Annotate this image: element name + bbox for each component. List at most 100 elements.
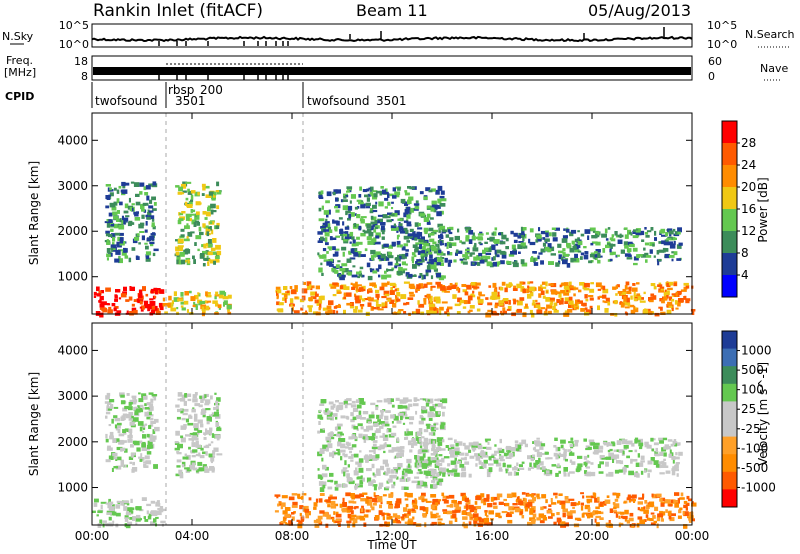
echo-cell — [491, 232, 495, 236]
echo-cell — [112, 236, 116, 242]
echo-cell — [369, 208, 374, 213]
echo-cell — [616, 511, 622, 515]
echo-cell — [332, 413, 338, 417]
echo-cell — [522, 288, 527, 293]
echo-cell — [380, 222, 386, 226]
echo-cell — [399, 446, 405, 449]
echo-cell — [609, 251, 614, 256]
echo-cell — [503, 452, 509, 456]
echo-cell — [586, 471, 591, 477]
echo-cell — [206, 255, 209, 258]
echo-cell — [421, 250, 426, 254]
echo-cell — [387, 269, 394, 272]
echo-cell — [346, 398, 352, 402]
echo-cell — [325, 523, 329, 528]
echo-cell — [673, 237, 677, 240]
colorbar-swatch — [722, 383, 737, 402]
echo-cell — [337, 404, 344, 410]
echo-cell — [184, 201, 188, 206]
echo-cell — [319, 450, 325, 454]
echo-cell — [284, 513, 291, 518]
echo-cell — [542, 506, 547, 509]
echo-cell — [93, 295, 97, 298]
echo-cell — [118, 433, 125, 437]
echo-cell — [153, 518, 157, 523]
echo-cell — [395, 468, 398, 473]
echo-cell — [180, 292, 184, 297]
echo-cell — [337, 441, 342, 447]
echo-cell — [571, 240, 575, 245]
echo-cell — [634, 437, 639, 442]
echo-cell — [430, 259, 434, 265]
echo-cell — [148, 183, 152, 187]
echo-cell — [108, 212, 113, 217]
echo-cell — [607, 443, 613, 447]
echo-cell — [478, 521, 485, 525]
echo-cell — [319, 448, 325, 451]
echo-cell — [386, 429, 389, 433]
echo-cell — [216, 407, 219, 412]
echo-cell — [117, 429, 121, 434]
echo-cell — [482, 520, 489, 526]
echo-cell — [205, 444, 210, 449]
echo-cell — [451, 284, 457, 289]
echo-cell — [149, 298, 154, 301]
echo-cell — [93, 291, 97, 296]
echo-cell — [435, 308, 439, 311]
echo-cell — [660, 306, 663, 311]
echo-cell — [380, 500, 383, 505]
echo-cell — [213, 407, 216, 411]
echo-cell — [459, 240, 462, 243]
echo-cell — [320, 190, 324, 195]
echo-cell — [360, 216, 367, 219]
echo-cell — [126, 393, 130, 396]
echo-cell — [371, 216, 377, 221]
echo-cell — [651, 493, 654, 497]
echo-cell — [363, 437, 369, 441]
echo-cell — [511, 244, 516, 250]
echo-cell — [135, 193, 140, 197]
echo-cell — [318, 218, 325, 222]
echo-cell — [407, 235, 413, 239]
echo-cell — [456, 441, 463, 446]
echo-cell — [615, 460, 621, 464]
echo-cell — [98, 290, 102, 296]
echo-cell — [538, 293, 542, 298]
echo-cell — [397, 218, 403, 221]
echo-cell — [425, 476, 429, 479]
echo-cell — [144, 407, 150, 410]
echo-cell — [542, 237, 546, 240]
echo-cell — [428, 417, 433, 421]
echo-cell — [660, 311, 666, 315]
echo-cell — [462, 289, 467, 293]
echo-cell — [412, 231, 416, 235]
echo-cell — [550, 253, 556, 256]
echo-cell — [362, 434, 368, 440]
echo-cell — [111, 189, 114, 192]
echo-cell — [350, 514, 357, 518]
echo-cell — [117, 425, 121, 429]
echo-cell — [377, 214, 383, 217]
echo-cell — [517, 300, 523, 306]
echo-cell — [98, 300, 102, 303]
echo-cell — [483, 459, 488, 464]
echo-cell — [284, 293, 288, 298]
echo-cell — [127, 438, 133, 443]
echo-cell — [563, 253, 569, 257]
echo-cell — [626, 455, 630, 459]
echo-cell — [119, 218, 122, 223]
echo-cell — [372, 472, 375, 476]
echo-cell — [404, 436, 407, 440]
echo-cell — [535, 299, 538, 303]
echo-cell — [144, 229, 148, 233]
echo-cell — [313, 502, 318, 507]
echo-cell — [626, 248, 632, 252]
echo-cell — [539, 520, 545, 524]
echo-cell — [514, 260, 518, 264]
echo-cell — [140, 204, 145, 210]
echo-cell — [439, 195, 445, 199]
echo-cell — [422, 451, 425, 454]
echo-cell — [528, 238, 531, 244]
echo-cell — [470, 293, 474, 297]
